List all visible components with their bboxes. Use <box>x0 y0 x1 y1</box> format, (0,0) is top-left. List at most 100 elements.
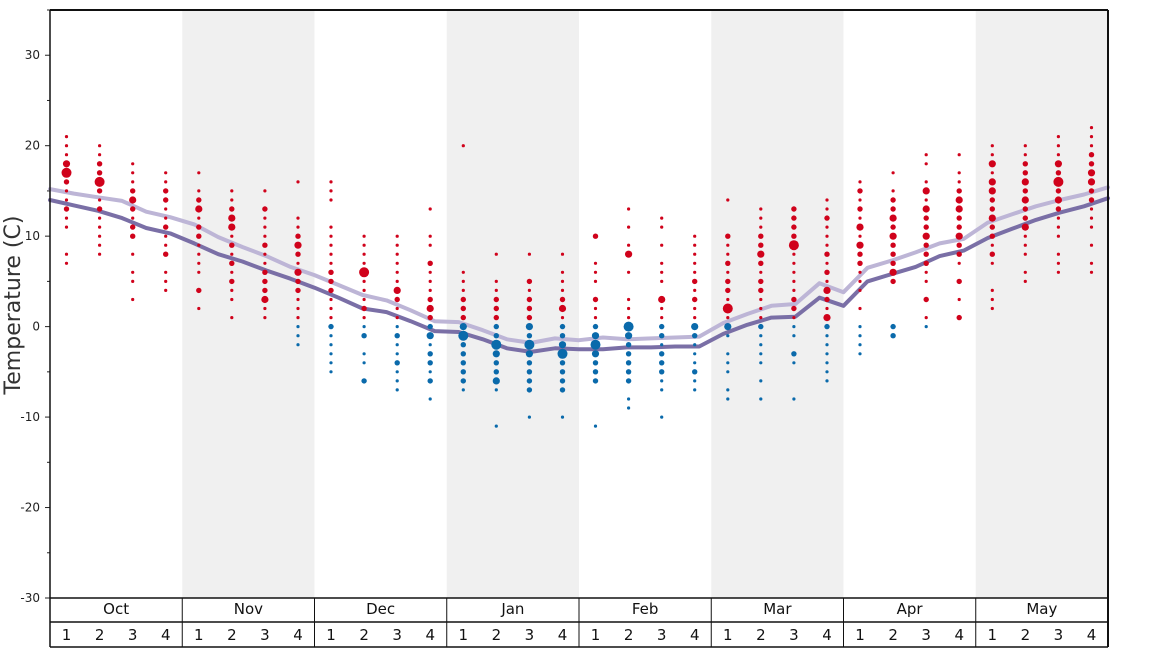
warm-point <box>98 243 102 247</box>
warm-point <box>924 180 928 184</box>
cold-point <box>759 352 763 356</box>
cold-point <box>525 323 534 331</box>
y-axis: -30 -20 -10 0 10 20 30 <box>20 9 50 605</box>
warm-point <box>229 242 235 248</box>
warm-point <box>726 316 730 320</box>
cold-point <box>427 378 433 384</box>
warm-point <box>956 251 962 257</box>
warm-point <box>131 297 135 302</box>
warm-point <box>625 250 633 258</box>
warm-point <box>1056 261 1060 265</box>
warm-point <box>990 153 994 157</box>
warm-point <box>560 288 565 292</box>
month-label-mar: Mar <box>763 600 792 618</box>
month-label-may: May <box>1026 600 1057 618</box>
week-label: 3 <box>921 626 931 644</box>
warm-point <box>956 314 962 321</box>
cold-point <box>592 360 599 366</box>
cold-point <box>659 369 665 375</box>
warm-point <box>461 144 465 148</box>
warm-point <box>197 261 201 265</box>
warm-point <box>559 296 566 303</box>
observation-points <box>61 126 1096 428</box>
warm-point <box>163 188 169 194</box>
warm-point <box>61 167 72 178</box>
cold-point <box>493 323 499 330</box>
warm-point <box>329 243 333 247</box>
warm-point <box>560 316 565 320</box>
warm-point <box>726 270 730 274</box>
warm-point <box>924 270 928 274</box>
warm-point <box>890 224 896 230</box>
month-label-dec: Dec <box>366 600 395 618</box>
warm-point <box>627 207 631 211</box>
warm-point <box>693 234 697 238</box>
warm-point <box>526 278 533 285</box>
warm-point <box>94 176 105 187</box>
warm-point <box>823 286 831 294</box>
warm-point <box>922 232 930 240</box>
warm-point <box>295 251 301 257</box>
warm-point <box>560 279 565 283</box>
cold-point <box>427 323 433 330</box>
warm-point <box>825 225 829 229</box>
month-label-oct: Oct <box>103 600 129 618</box>
cold-point <box>659 323 665 330</box>
warm-point <box>1023 153 1027 157</box>
warm-point <box>1056 135 1060 139</box>
warm-point <box>329 261 333 265</box>
month-shading-layer <box>182 10 1108 598</box>
warm-point <box>329 252 333 256</box>
week-label: 2 <box>888 626 898 644</box>
warm-point <box>693 306 697 311</box>
warm-point <box>759 270 763 274</box>
week-label: 4 <box>558 626 568 644</box>
warm-point <box>923 224 929 230</box>
warm-point <box>660 225 664 229</box>
warm-point <box>230 288 234 292</box>
warm-point <box>558 304 567 313</box>
warm-point <box>229 260 235 266</box>
warm-point <box>592 233 599 239</box>
cold-point <box>660 388 664 392</box>
cold-point <box>660 415 664 419</box>
warm-point <box>923 251 929 257</box>
y-axis-label: Temperature (C) <box>1 216 26 396</box>
warm-point <box>98 252 102 256</box>
warm-point <box>96 188 103 194</box>
warm-point <box>1021 223 1029 231</box>
cold-point <box>858 334 862 338</box>
month-shade-nov <box>182 10 315 598</box>
week-label: 4 <box>161 626 171 644</box>
warm-point <box>362 297 366 302</box>
cold-point <box>659 333 665 339</box>
warm-point <box>296 180 300 184</box>
warm-point <box>395 252 399 256</box>
warm-point <box>262 206 268 212</box>
week-label: 3 <box>657 626 667 644</box>
warm-point <box>362 288 366 292</box>
warm-point <box>1023 243 1027 247</box>
cold-point <box>759 379 763 383</box>
warm-point <box>263 261 267 265</box>
warm-point <box>1056 216 1060 220</box>
cold-point <box>726 361 730 365</box>
warm-point <box>726 297 730 302</box>
month-label-feb: Feb <box>632 600 659 618</box>
warm-point <box>1089 207 1094 211</box>
warm-point <box>395 234 399 238</box>
warm-point <box>96 161 103 167</box>
week-label: 1 <box>194 626 204 644</box>
warm-point <box>924 162 928 166</box>
warm-point <box>131 279 135 283</box>
warm-point <box>296 225 300 229</box>
warm-point <box>63 206 70 212</box>
cold-point <box>627 397 631 401</box>
warm-point <box>263 316 267 320</box>
y-tick-label: -30 <box>20 591 40 605</box>
warm-point <box>1055 188 1062 194</box>
warm-point <box>956 242 962 248</box>
cold-point <box>825 361 829 365</box>
warm-point <box>592 296 599 303</box>
